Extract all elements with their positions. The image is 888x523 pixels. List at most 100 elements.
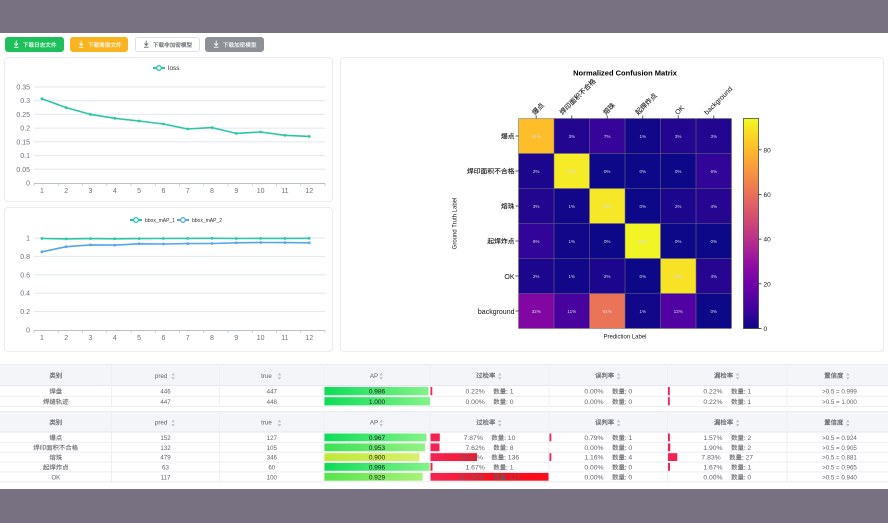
svg-text:1: 1 xyxy=(510,388,514,395)
svg-text:1.57%: 1.57% xyxy=(703,435,722,442)
svg-text:448: 448 xyxy=(267,399,278,406)
svg-text:3%: 3% xyxy=(533,204,540,209)
svg-text:12: 12 xyxy=(305,188,313,195)
svg-text:117: 117 xyxy=(510,474,521,481)
svg-text:background: background xyxy=(478,309,515,316)
svg-text:32%: 32% xyxy=(532,309,541,314)
svg-text:0%: 0% xyxy=(604,169,611,174)
svg-text:0.900: 0.900 xyxy=(369,454,386,461)
svg-text:0.22%: 0.22% xyxy=(703,399,722,406)
svg-text:479: 479 xyxy=(160,454,171,461)
svg-text:80: 80 xyxy=(764,147,772,154)
svg-text:0: 0 xyxy=(747,474,751,481)
svg-text:2%: 2% xyxy=(533,169,540,174)
svg-text:0.00%: 0.00% xyxy=(584,464,603,471)
svg-text:>0.5 = 0.999: >0.5 = 0.999 xyxy=(822,388,857,395)
svg-text:1: 1 xyxy=(40,335,44,342)
svg-text:background: background xyxy=(703,86,734,117)
svg-text:12: 12 xyxy=(305,335,313,342)
svg-text:0: 0 xyxy=(628,444,632,451)
svg-text:0.4: 0.4 xyxy=(20,291,30,298)
svg-text:3%: 3% xyxy=(675,134,682,139)
svg-text:0: 0 xyxy=(510,399,514,406)
svg-text:0: 0 xyxy=(628,474,632,481)
svg-text:6%: 6% xyxy=(533,239,540,244)
svg-text:0: 0 xyxy=(764,326,768,333)
svg-text:6%: 6% xyxy=(710,169,717,174)
svg-text:OK: OK xyxy=(674,104,686,116)
svg-text:91%: 91% xyxy=(567,169,576,174)
svg-text:2: 2 xyxy=(64,335,68,342)
svg-text:105: 105 xyxy=(267,444,278,451)
svg-text:Prediction Label: Prediction Label xyxy=(603,335,646,341)
svg-text:4: 4 xyxy=(113,335,117,342)
svg-text:1%: 1% xyxy=(639,309,646,314)
svg-text:0.00%: 0.00% xyxy=(584,444,603,451)
svg-text:0%: 0% xyxy=(639,169,646,174)
svg-text:8: 8 xyxy=(210,188,214,195)
svg-text:10: 10 xyxy=(257,188,265,195)
svg-text:>0.5 = 0.924: >0.5 = 0.924 xyxy=(822,435,857,442)
svg-text:>0.5 = 0.905: >0.5 = 0.905 xyxy=(822,444,857,451)
svg-text:89%: 89% xyxy=(674,274,683,279)
svg-text:1.67%: 1.67% xyxy=(466,464,485,471)
svg-text:7.62%: 7.62% xyxy=(466,444,485,451)
svg-text:bbox_mAP_1: bbox_mAP_1 xyxy=(145,218,175,224)
svg-text:117: 117 xyxy=(161,474,171,481)
svg-text:0.35: 0.35 xyxy=(16,85,30,92)
svg-text:0.929: 0.929 xyxy=(369,474,386,481)
svg-text:20: 20 xyxy=(764,281,772,288)
svg-text:5: 5 xyxy=(137,335,141,342)
svg-text:11: 11 xyxy=(281,188,288,195)
svg-text:AP: AP xyxy=(370,372,378,379)
svg-text:1: 1 xyxy=(747,464,751,471)
svg-text:1%: 1% xyxy=(568,239,575,244)
svg-text:0.967: 0.967 xyxy=(369,435,386,442)
svg-text:0.2: 0.2 xyxy=(20,126,30,133)
svg-text:2%: 2% xyxy=(604,274,611,279)
svg-text:0%: 0% xyxy=(639,274,646,279)
svg-text:OK: OK xyxy=(504,274,514,281)
svg-text:132: 132 xyxy=(160,444,171,451)
svg-text:7: 7 xyxy=(186,335,190,342)
svg-text:0.22%: 0.22% xyxy=(466,388,485,395)
svg-text:9: 9 xyxy=(234,335,238,342)
svg-text:61%: 61% xyxy=(603,309,612,314)
svg-text:11: 11 xyxy=(281,335,288,342)
svg-text:0.2: 0.2 xyxy=(20,309,30,316)
svg-text:8: 8 xyxy=(510,444,514,451)
svg-text:3%: 3% xyxy=(710,134,717,139)
svg-text:1: 1 xyxy=(510,464,514,471)
svg-text:136: 136 xyxy=(508,454,520,461)
svg-text:346: 346 xyxy=(267,454,278,461)
svg-text:39.42%: 39.42% xyxy=(460,454,483,461)
svg-text:true: true xyxy=(261,419,272,426)
svg-text:6: 6 xyxy=(161,188,165,195)
svg-text:60: 60 xyxy=(268,464,275,471)
svg-text:true: true xyxy=(261,372,272,379)
svg-text:0%: 0% xyxy=(710,309,717,314)
svg-text:0.22%: 0.22% xyxy=(703,388,722,395)
svg-text:8: 8 xyxy=(210,335,214,342)
svg-text:0: 0 xyxy=(628,388,632,395)
svg-text:bbox_mAP_2: bbox_mAP_2 xyxy=(192,218,222,224)
svg-text:117.00%: 117.00% xyxy=(458,474,484,481)
svg-text:0.05: 0.05 xyxy=(16,167,30,174)
svg-text:7: 7 xyxy=(186,188,190,195)
svg-text:>0.5 = 1.000: >0.5 = 1.000 xyxy=(822,399,857,406)
svg-text:2: 2 xyxy=(64,188,68,195)
svg-text:0.6: 0.6 xyxy=(20,272,30,279)
svg-text:1.000: 1.000 xyxy=(369,399,386,406)
svg-text:pred: pred xyxy=(155,372,168,379)
svg-text:>0.5 = 0.881: >0.5 = 0.881 xyxy=(822,454,857,461)
svg-text:2%: 2% xyxy=(533,274,540,279)
svg-text:11%: 11% xyxy=(567,309,576,314)
svg-text:93%: 93% xyxy=(638,239,647,244)
svg-text:2%: 2% xyxy=(675,204,682,209)
svg-text:0%: 0% xyxy=(604,239,611,244)
svg-text:1%: 1% xyxy=(568,274,575,279)
svg-text:10: 10 xyxy=(257,335,265,342)
svg-text:7.87%: 7.87% xyxy=(464,435,483,442)
svg-text:447: 447 xyxy=(160,399,171,406)
svg-text:0: 0 xyxy=(628,464,632,471)
